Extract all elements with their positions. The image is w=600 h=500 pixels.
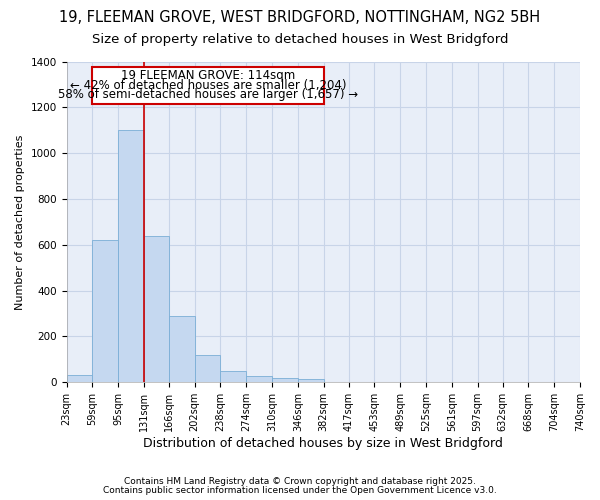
Bar	[92, 240, 118, 382]
Bar	[272, 378, 298, 382]
Text: Size of property relative to detached houses in West Bridgford: Size of property relative to detached ho…	[92, 32, 508, 46]
Bar	[144, 236, 169, 382]
Bar	[246, 376, 272, 382]
Text: 19, FLEEMAN GROVE, WEST BRIDGFORD, NOTTINGHAM, NG2 5BH: 19, FLEEMAN GROVE, WEST BRIDGFORD, NOTTI…	[59, 10, 541, 25]
X-axis label: Distribution of detached houses by size in West Bridgford: Distribution of detached houses by size …	[143, 437, 503, 450]
Text: 19 FLEEMAN GROVE: 114sqm: 19 FLEEMAN GROVE: 114sqm	[121, 69, 295, 82]
FancyBboxPatch shape	[92, 67, 323, 104]
Bar	[67, 376, 92, 382]
Bar	[195, 354, 220, 382]
Bar	[169, 316, 195, 382]
Bar	[220, 371, 246, 382]
Bar	[298, 379, 323, 382]
Text: 58% of semi-detached houses are larger (1,657) →: 58% of semi-detached houses are larger (…	[58, 88, 358, 101]
Bar	[118, 130, 144, 382]
Text: Contains public sector information licensed under the Open Government Licence v3: Contains public sector information licen…	[103, 486, 497, 495]
Text: ← 42% of detached houses are smaller (1,204): ← 42% of detached houses are smaller (1,…	[70, 78, 346, 92]
Y-axis label: Number of detached properties: Number of detached properties	[15, 134, 25, 310]
Text: Contains HM Land Registry data © Crown copyright and database right 2025.: Contains HM Land Registry data © Crown c…	[124, 477, 476, 486]
